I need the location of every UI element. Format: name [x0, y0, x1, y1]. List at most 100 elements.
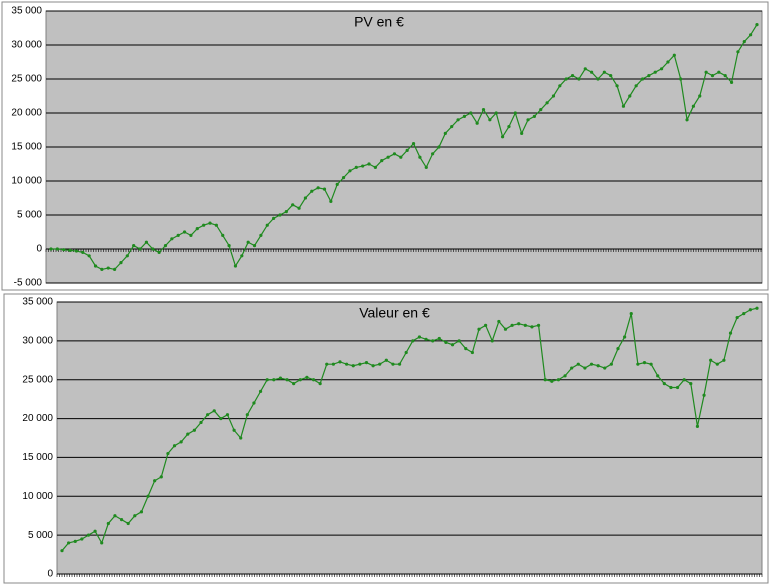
- point: [322, 187, 327, 191]
- point: [669, 385, 673, 390]
- point: [391, 362, 395, 366]
- point: [470, 350, 474, 355]
- point: [583, 366, 587, 370]
- point: [494, 111, 498, 115]
- point: [384, 358, 388, 362]
- point: [278, 213, 282, 217]
- point: [411, 142, 416, 146]
- point: [329, 199, 333, 203]
- point: [318, 382, 322, 386]
- point: [583, 67, 587, 71]
- point: [556, 378, 561, 382]
- chart-title: Valeur en €: [359, 305, 430, 321]
- point: [157, 250, 161, 254]
- point: [245, 413, 249, 417]
- point: [67, 541, 71, 545]
- point: [311, 378, 316, 382]
- y-tick-label: 15 000: [22, 452, 53, 463]
- point: [202, 223, 206, 227]
- point: [497, 319, 501, 324]
- point: [259, 233, 263, 237]
- point: [484, 323, 488, 327]
- plot-area: [56, 301, 763, 575]
- point: [443, 131, 447, 135]
- point: [404, 350, 408, 355]
- point: [729, 80, 734, 84]
- point: [182, 230, 187, 234]
- point: [258, 389, 263, 393]
- point: [252, 401, 256, 405]
- point: [507, 125, 511, 129]
- point: [488, 118, 492, 122]
- point: [481, 108, 486, 112]
- point: [151, 247, 155, 251]
- point: [723, 74, 727, 78]
- y-tick-label: 15 000: [11, 142, 42, 153]
- point: [717, 70, 721, 74]
- point: [305, 375, 309, 379]
- point: [195, 227, 199, 231]
- point: [272, 378, 276, 382]
- y-tick-label: 25 000: [11, 74, 42, 85]
- point: [636, 362, 640, 366]
- point: [392, 152, 397, 156]
- point: [755, 23, 759, 27]
- point: [596, 77, 600, 81]
- point: [172, 444, 177, 448]
- point: [358, 362, 362, 366]
- point: [278, 376, 283, 380]
- point: [602, 70, 606, 74]
- point: [55, 247, 59, 251]
- point: [462, 114, 467, 118]
- point: [371, 364, 375, 368]
- point: [106, 521, 110, 526]
- point: [695, 424, 700, 428]
- point: [558, 84, 562, 88]
- point: [214, 223, 218, 227]
- point: [361, 164, 365, 168]
- point: [186, 432, 190, 436]
- point: [666, 60, 670, 64]
- y-tick-label: 30 000: [22, 335, 53, 346]
- point: [647, 74, 651, 78]
- point: [144, 240, 149, 244]
- y-tick-label: 0: [47, 569, 53, 580]
- point: [656, 374, 660, 378]
- point: [742, 312, 746, 316]
- point: [577, 77, 581, 81]
- point: [87, 254, 91, 258]
- point: [590, 70, 594, 74]
- point: [520, 131, 524, 135]
- point: [603, 366, 607, 370]
- point: [86, 533, 91, 537]
- y-tick-label: 35 000: [22, 297, 53, 308]
- point: [457, 339, 461, 343]
- point: [536, 323, 541, 327]
- point: [335, 182, 339, 186]
- point: [503, 327, 508, 331]
- point: [133, 514, 137, 518]
- chart-title: PV en €: [354, 14, 404, 30]
- point: [265, 378, 269, 382]
- point: [354, 165, 358, 169]
- point: [722, 358, 726, 362]
- point: [93, 264, 98, 268]
- point: [431, 339, 435, 343]
- point: [450, 125, 454, 129]
- point: [735, 315, 739, 320]
- point: [189, 233, 193, 237]
- point: [570, 74, 575, 78]
- point: [405, 148, 409, 152]
- point: [682, 378, 686, 382]
- point: [126, 521, 130, 526]
- point: [424, 337, 428, 341]
- point: [348, 169, 352, 173]
- point: [166, 451, 170, 456]
- point: [100, 267, 104, 271]
- point: [532, 114, 536, 118]
- point: [285, 378, 289, 382]
- point: [539, 108, 543, 112]
- point: [640, 77, 645, 81]
- point: [378, 362, 382, 366]
- point: [341, 176, 346, 180]
